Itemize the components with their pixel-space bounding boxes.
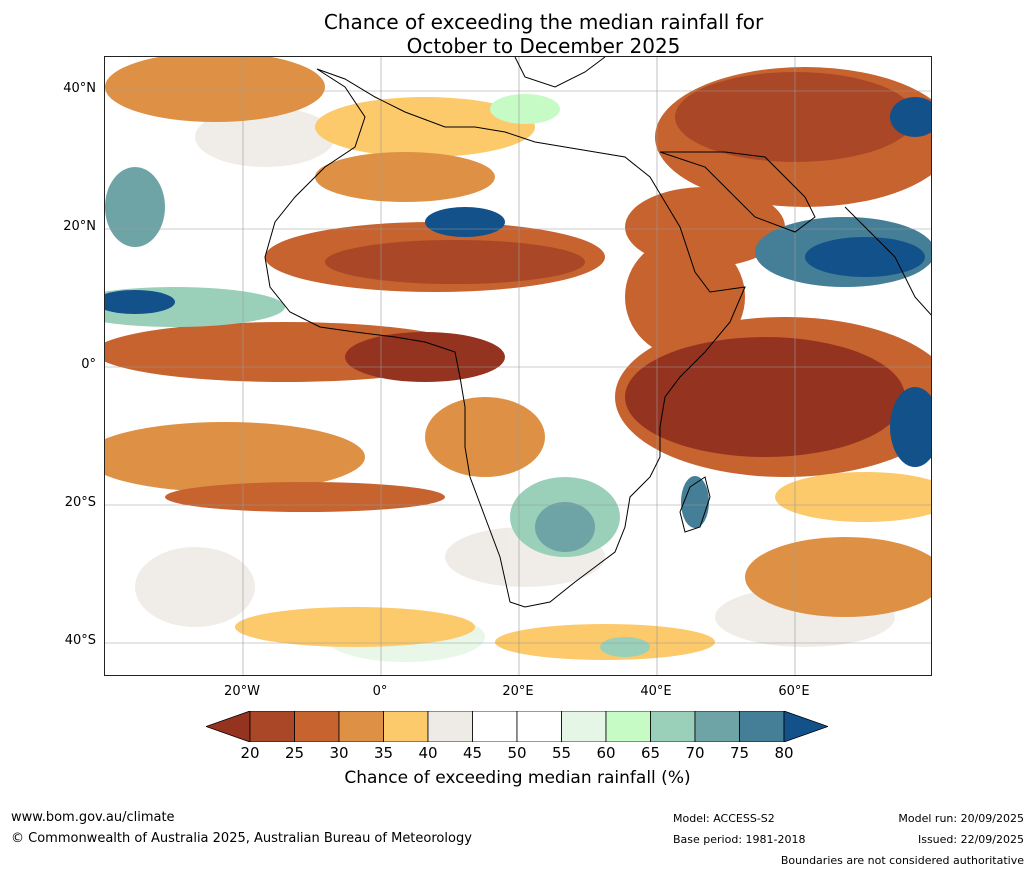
colorbar-tick: 40 (418, 744, 438, 762)
colorbar-segment (561, 710, 607, 743)
lon-label-40e: 40°E (640, 684, 672, 699)
issued-date: Issued: 22/09/2025 (917, 833, 1024, 846)
colorbar-segment (383, 710, 429, 743)
colorbar-tick: 25 (284, 744, 305, 762)
title-line-1: Chance of exceeding the median rainfall … (323, 10, 764, 34)
colorbar-extend-high (783, 710, 830, 743)
colorbar-segment (249, 710, 295, 743)
model-run-date: Model run: 20/09/2025 (898, 812, 1024, 825)
colorbar-tick: 30 (329, 744, 349, 762)
lon-label-20e: 20°E (502, 684, 534, 699)
copyright-text: © Commonwealth of Australia 2025, Austra… (11, 831, 472, 846)
colorbar-tick: 55 (551, 744, 572, 762)
colorbar-tick: 65 (640, 744, 661, 762)
colorbar-segment (427, 710, 473, 743)
colorbar-segment (605, 710, 651, 743)
lat-label-0: 0° (81, 357, 96, 372)
colorbar-segment (294, 710, 340, 743)
colorbar-tick: 80 (774, 744, 794, 762)
colorbar-label: Chance of exceeding median rainfall (%) (344, 768, 691, 788)
colorbar-segment (338, 710, 384, 743)
colorbar-tick: 50 (507, 744, 527, 762)
map-title: Chance of exceeding the median rainfall … (0, 10, 1035, 58)
model-name: Model: ACCESS-S2 (673, 812, 775, 825)
colorbar-tick: 75 (729, 744, 750, 762)
title-line-2: October to December 2025 (406, 34, 681, 58)
website-link[interactable]: www.bom.gov.au/climate (11, 810, 175, 825)
colorbar-extend-low (204, 710, 251, 743)
lat-label-40s: 40°S (64, 633, 96, 648)
lon-label-20w: 20°W (224, 684, 260, 699)
colorbar-tick: 35 (373, 744, 394, 762)
colorbar-tick: 70 (685, 744, 705, 762)
boundaries-disclaimer: Boundaries are not considered authoritat… (780, 854, 1024, 867)
rainfall-map (104, 56, 932, 676)
colorbar-segment (739, 710, 785, 743)
colorbar-segment (694, 710, 740, 743)
lon-label-60e: 60°E (778, 684, 810, 699)
colorbar-segment (472, 710, 518, 743)
colorbar-segment (650, 710, 696, 743)
lat-label-20n: 20°N (63, 219, 96, 234)
lon-label-0: 0° (372, 684, 388, 699)
colorbar-tick: 45 (462, 744, 483, 762)
colorbar-segment (516, 710, 562, 743)
lat-label-20s: 20°S (64, 495, 96, 510)
colorbar-tick: 20 (240, 744, 260, 762)
colorbar (204, 710, 830, 743)
colorbar-tick: 60 (596, 744, 616, 762)
lat-label-40n: 40°N (63, 81, 96, 96)
base-period: Base period: 1981-2018 (673, 833, 806, 846)
